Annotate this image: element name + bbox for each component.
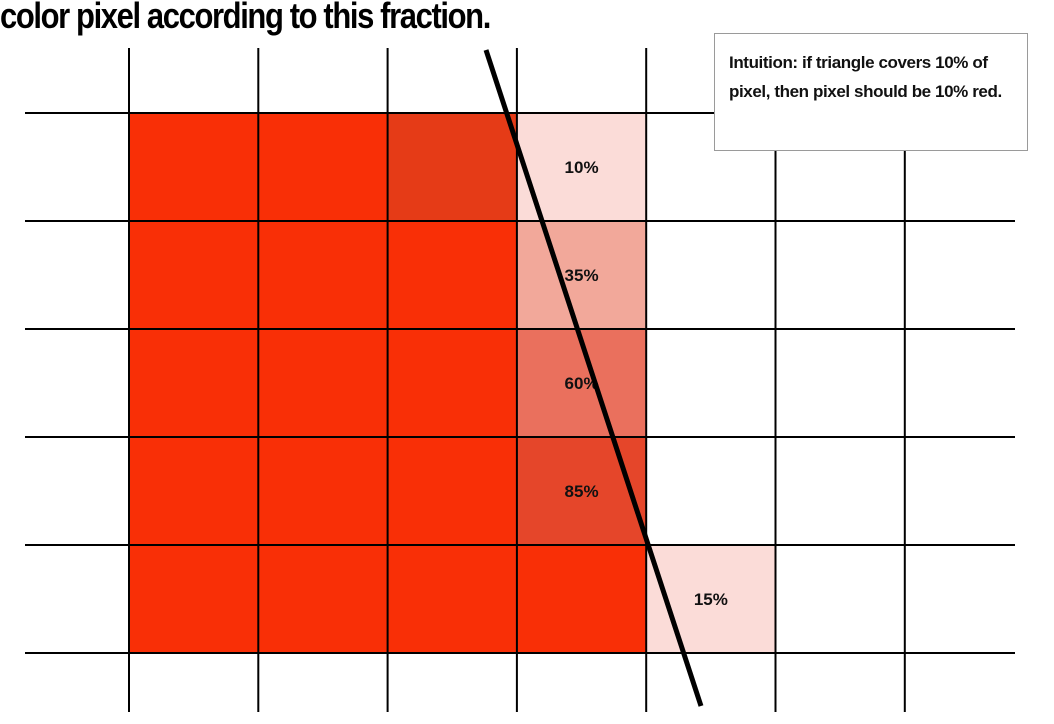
pixel-full-red (129, 545, 259, 654)
intuition-callout-text: Intuition: if triangle covers 10% of pix… (729, 53, 1002, 101)
pixel-full-red (387, 221, 518, 330)
coverage-label: 15% (694, 590, 728, 609)
pixel-full-red (387, 545, 518, 654)
pixel-full-red (516, 545, 647, 654)
pixel-full-red (129, 329, 259, 438)
coverage-label: 85% (565, 482, 599, 501)
pixel-full-red (129, 221, 259, 330)
pixel-full-red (258, 221, 389, 330)
pixel-full-red (387, 329, 518, 438)
coverage-label: 35% (565, 266, 599, 285)
coverage-labels: 10% 35% 60% 85% 15% (565, 158, 728, 609)
pixel-full-red (258, 329, 389, 438)
coverage-label: 60% (565, 374, 599, 393)
pixel-full-red (129, 113, 259, 222)
coverage-label: 10% (565, 158, 599, 177)
pixel-grid (25, 48, 1015, 712)
pixel-partial-coverage (516, 437, 647, 546)
pixel-partial-dark (387, 113, 518, 222)
intuition-callout: Intuition: if triangle covers 10% of pix… (714, 33, 1028, 151)
triangle-edge-line (483, 49, 704, 707)
pixel-full-red (129, 437, 259, 546)
pixel-cells (129, 113, 777, 654)
pixel-full-red (258, 437, 389, 546)
slide-title: color pixel according to this fraction. (0, 0, 491, 36)
pixel-partial-coverage (516, 221, 647, 330)
pixel-full-red (258, 545, 389, 654)
pixel-full-red (387, 437, 518, 546)
pixel-full-red (258, 113, 389, 222)
